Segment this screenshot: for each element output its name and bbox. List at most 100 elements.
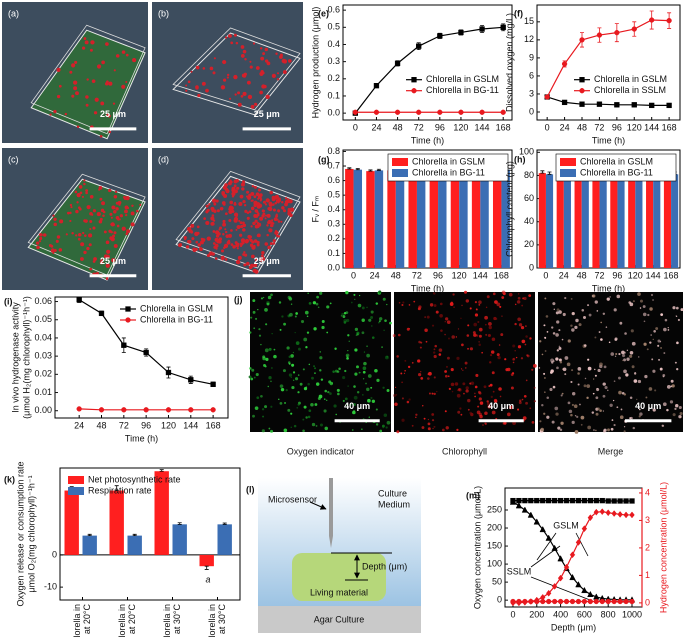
- marker: [557, 598, 564, 605]
- cell: [418, 340, 421, 344]
- marker: [569, 551, 576, 559]
- cell: [392, 334, 396, 338]
- cell: [53, 217, 57, 221]
- cell: [672, 306, 676, 310]
- cell: [465, 386, 469, 390]
- cell: [214, 257, 218, 260]
- bar: [556, 173, 564, 268]
- cell: [227, 233, 232, 238]
- cell: [346, 318, 350, 323]
- cell: [245, 261, 250, 266]
- cell: [56, 94, 61, 99]
- cell: [139, 203, 142, 206]
- cell: [88, 243, 92, 247]
- cell: [486, 402, 490, 406]
- cell: [284, 199, 289, 204]
- cell: [381, 424, 385, 428]
- cell: [195, 240, 199, 244]
- cell: [583, 315, 586, 319]
- cell: [432, 427, 434, 430]
- cell: [205, 88, 209, 93]
- marker: [373, 83, 380, 89]
- cell: [235, 243, 240, 248]
- marker: [545, 534, 552, 541]
- cell: [342, 399, 345, 403]
- cell: [36, 245, 40, 250]
- x-tick-label: Chlorella in: [72, 604, 82, 637]
- cell: [337, 392, 340, 396]
- cell: [562, 312, 566, 317]
- marker: [563, 563, 570, 571]
- cell: [331, 382, 333, 384]
- cell: [449, 302, 454, 306]
- bar: [199, 554, 214, 567]
- x-tick-label: 0: [510, 609, 515, 619]
- marker: [546, 497, 552, 504]
- cell: [595, 412, 599, 416]
- cell: [215, 234, 220, 238]
- cell: [525, 325, 527, 327]
- cell: [248, 210, 252, 214]
- cell: [445, 426, 449, 430]
- cell: [623, 369, 627, 374]
- cell: [257, 203, 263, 208]
- cell: [273, 348, 276, 351]
- cell: [108, 188, 112, 193]
- cell: [283, 322, 287, 326]
- cell: [130, 211, 135, 216]
- cell: [336, 370, 340, 373]
- cell: [401, 303, 404, 307]
- cell: [456, 393, 461, 398]
- x-tick-label: 96: [612, 270, 622, 280]
- cell: [422, 405, 424, 407]
- cell: [366, 345, 368, 348]
- cell: [244, 58, 247, 61]
- cell: [494, 399, 498, 403]
- cell: [220, 85, 226, 90]
- cell: [455, 336, 458, 338]
- cell: [558, 358, 562, 362]
- cell: [489, 361, 492, 364]
- cell: [314, 372, 316, 375]
- cell: [195, 86, 199, 90]
- cell: [226, 73, 230, 77]
- cell: [657, 344, 660, 347]
- cell: [646, 348, 649, 351]
- cell: [637, 292, 641, 296]
- plot-frame: [342, 4, 513, 121]
- cell: [574, 430, 579, 434]
- cell: [84, 40, 89, 45]
- error-bar: [540, 170, 545, 174]
- cell: [250, 225, 253, 228]
- cell: [594, 336, 597, 339]
- cell: [222, 59, 227, 65]
- microsensor-arrow: [309, 501, 327, 510]
- legend-marker: [125, 317, 131, 323]
- cell: [417, 359, 421, 363]
- marker: [617, 510, 623, 518]
- x-tick-label: 600: [577, 609, 592, 619]
- cell: [100, 208, 105, 213]
- panel-label: (a): [8, 8, 19, 18]
- marker: [143, 349, 149, 356]
- cell: [221, 258, 224, 261]
- cell: [483, 385, 487, 389]
- cell: [242, 200, 246, 204]
- marker: [98, 407, 105, 413]
- cell: [418, 373, 422, 377]
- cell: [415, 413, 418, 416]
- cell: [580, 423, 583, 426]
- cell: [213, 202, 217, 206]
- bar: [617, 174, 625, 268]
- bar: [387, 170, 396, 268]
- cell: [269, 190, 273, 195]
- cell: [491, 410, 496, 415]
- cell: [317, 396, 321, 401]
- x-tick-label: 0: [543, 270, 548, 280]
- marker: [557, 497, 564, 504]
- cell: [679, 411, 683, 416]
- plot-frame: [54, 296, 229, 419]
- cell: [271, 195, 276, 200]
- x-tick-label: 24: [370, 270, 380, 280]
- bar: [408, 170, 417, 268]
